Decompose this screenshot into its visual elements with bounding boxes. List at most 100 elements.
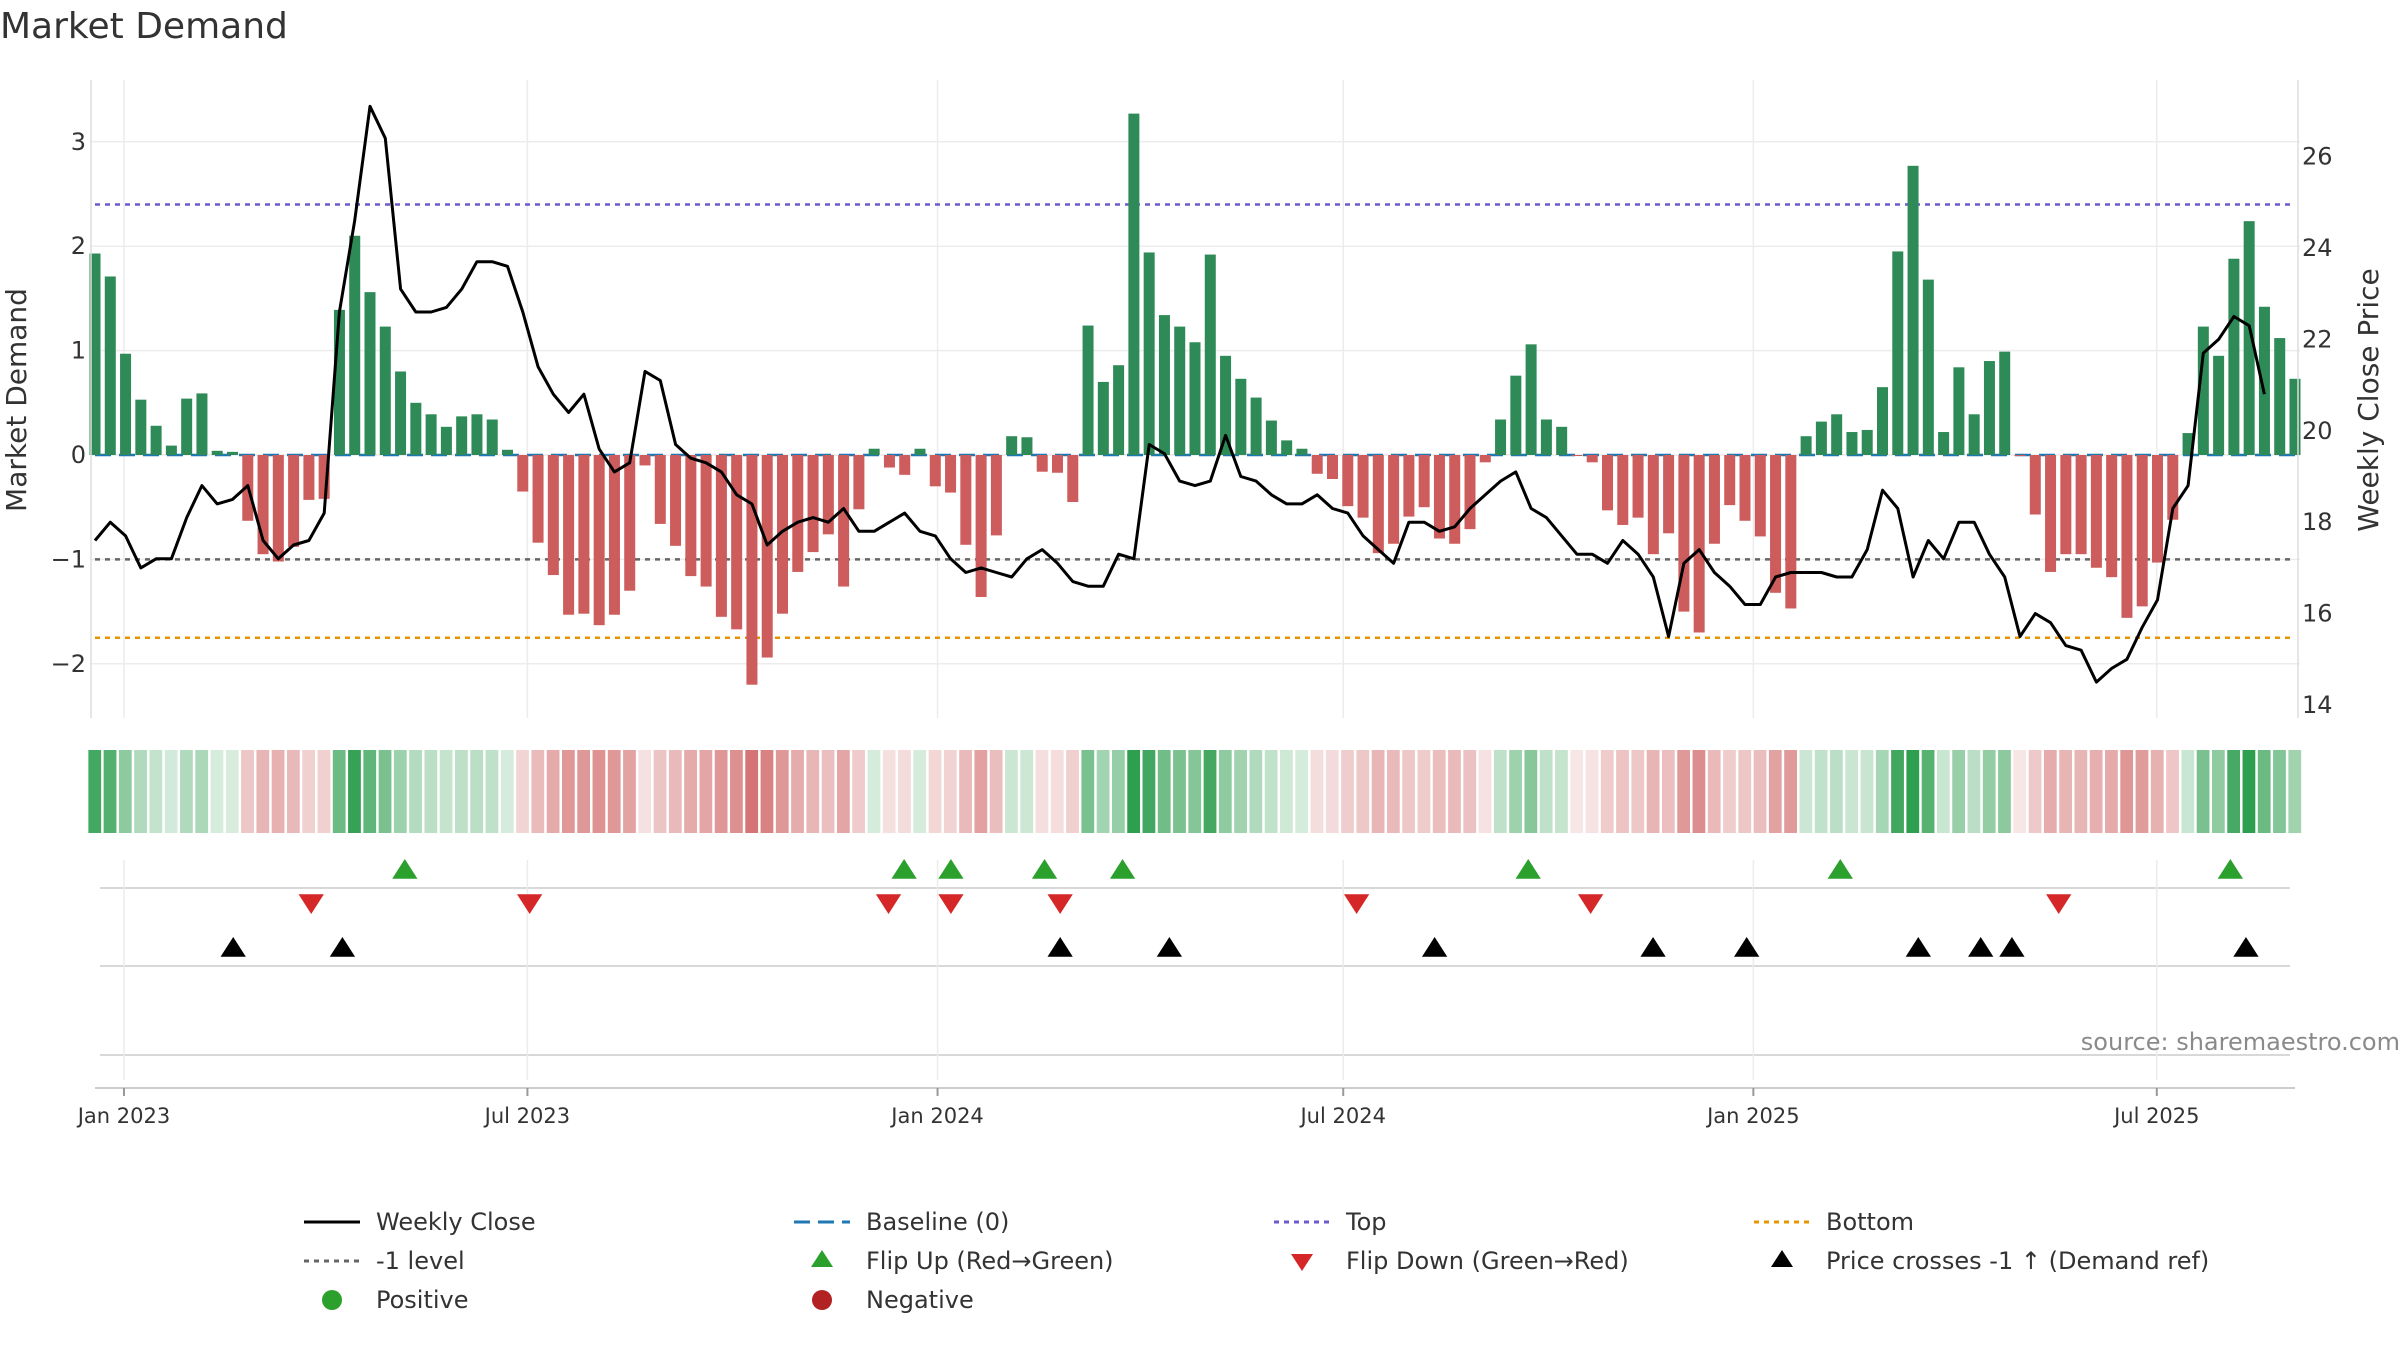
heat-cell <box>2105 750 2118 833</box>
demand-bar <box>1754 455 1766 537</box>
demand-bar <box>1770 455 1782 593</box>
legend-negative-label: Negative <box>866 1286 974 1314</box>
heat-cell <box>1096 750 1110 833</box>
demand-bar <box>2045 455 2057 572</box>
demand-bar <box>945 455 957 493</box>
demand-bar <box>257 455 269 555</box>
demand-bar <box>2121 455 2133 618</box>
right-axis-label: Weekly Close Price <box>2352 268 2385 531</box>
legend-weekly-close-label: Weekly Close <box>376 1208 536 1236</box>
left-tick-label: 1 <box>71 337 86 365</box>
demand-bar <box>822 455 834 535</box>
demand-bar <box>410 402 422 455</box>
demand-bar <box>899 455 911 475</box>
heat-cell <box>1677 750 1691 833</box>
heat-cell <box>1264 750 1278 833</box>
demand-bar <box>1220 355 1232 455</box>
demand-bar <box>2075 455 2087 555</box>
heat-cell <box>1600 750 1614 833</box>
price-cross-marker <box>1640 937 1666 957</box>
heat-cell <box>1707 750 1721 833</box>
left-tick-label: 2 <box>71 232 86 260</box>
heat-cell <box>1448 750 1461 833</box>
heat-cell <box>1249 750 1263 833</box>
heat-cell <box>989 750 1003 833</box>
demand-bar <box>227 451 238 455</box>
heat-cell <box>210 750 224 833</box>
heat-cell <box>378 750 392 833</box>
heat-cell <box>363 750 377 833</box>
heat-cell <box>1875 750 1889 833</box>
demand-bar <box>2106 455 2118 578</box>
demand-bar <box>1693 455 1705 633</box>
heat-cell <box>470 750 484 833</box>
demand-bar <box>165 445 177 455</box>
heat-cell <box>852 750 866 833</box>
demand-bar <box>333 309 345 455</box>
heat-cell <box>1157 750 1171 833</box>
flip-up-marker <box>891 859 917 879</box>
heat-cell <box>791 750 804 833</box>
heat-cell <box>2196 750 2210 833</box>
demand-bar <box>2152 455 2163 563</box>
left-tick-label: 0 <box>71 441 86 469</box>
demand-bar <box>1877 387 1888 455</box>
demand-bar <box>1281 440 1293 455</box>
heat-cell <box>2059 750 2072 833</box>
heat-cell <box>668 750 682 833</box>
legend-dotted-swatch <box>304 1259 360 1263</box>
heat-cell <box>149 750 163 833</box>
legend-minus-one: -1 level <box>300 1244 465 1278</box>
legend-positive-label: Positive <box>376 1286 469 1314</box>
heat-cell <box>1768 750 1782 833</box>
right-tick-label: 16 <box>2302 600 2333 628</box>
demand-bar <box>1067 455 1079 502</box>
heat-cell <box>118 750 132 833</box>
demand-bar <box>670 455 682 546</box>
demand-bar <box>349 235 361 455</box>
demand-bar <box>2014 455 2026 457</box>
weekly-close-line-group <box>93 104 2266 684</box>
price-cross-marker <box>2233 937 2259 957</box>
demand-bar <box>1647 455 1659 555</box>
heat-cell <box>1402 750 1416 833</box>
flip-down-marker <box>298 894 324 914</box>
demand-bar <box>1678 455 1690 612</box>
demand-bar <box>777 455 788 614</box>
demand-bar <box>1525 344 1537 455</box>
heat-cell <box>500 750 514 833</box>
demand-bar <box>456 416 468 455</box>
legend-flip-down: Flip Down (Green→Red) <box>1270 1244 1629 1278</box>
demand-bar <box>700 455 712 587</box>
demand-bar <box>731 455 743 630</box>
heat-cell <box>393 750 407 833</box>
heat-cell <box>959 750 972 833</box>
heat-cell <box>1356 750 1370 833</box>
demand-bar <box>2136 455 2148 607</box>
demand-bar <box>1556 426 1568 455</box>
demand-bar <box>2289 378 2301 455</box>
flip-up-marker <box>392 859 418 879</box>
demand-bar <box>2029 455 2041 515</box>
event-marker-panel <box>100 859 2290 1080</box>
demand-bar <box>1403 455 1415 517</box>
heat-cell <box>1631 750 1645 833</box>
demand-bar <box>1938 432 1950 455</box>
legend-weekly-close: Weekly Close <box>300 1205 536 1239</box>
heat-cell <box>103 750 117 833</box>
heat-cell <box>1799 750 1813 833</box>
heat-cell <box>348 750 361 833</box>
demand-bar <box>1388 455 1400 544</box>
heat-cell <box>317 750 331 833</box>
demand-bar <box>1097 381 1109 455</box>
demand-bar <box>1250 397 1262 455</box>
demand-bar <box>425 414 437 455</box>
heat-cell <box>928 750 942 833</box>
price-cross-marker <box>1999 937 2025 957</box>
legend-minus-one-label: -1 level <box>376 1247 465 1275</box>
demand-bar <box>2197 326 2209 455</box>
heat-cell <box>913 750 927 833</box>
circle-icon <box>322 1290 342 1310</box>
demand-bar <box>624 455 636 591</box>
demand-bar <box>547 455 559 576</box>
